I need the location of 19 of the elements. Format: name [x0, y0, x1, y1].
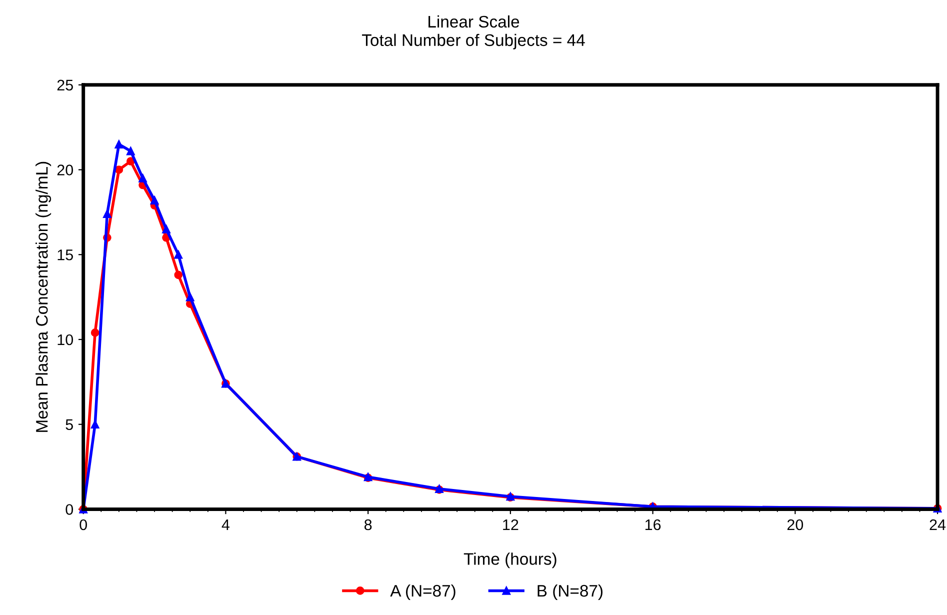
x-axis-title: Time (hours) — [464, 552, 556, 568]
x-tick-label: 4 — [222, 520, 230, 530]
x-tick-label: 8 — [364, 519, 372, 530]
legend-label: A (N=87) — [390, 584, 456, 600]
chart-title: Linear Scale — [428, 15, 520, 28]
x-tick-label: 20 — [787, 519, 804, 530]
y-tick-label: 10 — [58, 334, 74, 346]
x-tick-label: 24 — [930, 519, 946, 530]
x-tick-label: 0 — [80, 519, 87, 530]
x-tick-label: 12 — [503, 519, 518, 530]
y-tick-label: 25 — [57, 80, 73, 91]
legend-label: B (N=87) — [538, 584, 602, 600]
y-tick-label: 5 — [66, 419, 73, 430]
y-tick-label: 20 — [57, 164, 74, 176]
x-tick-label: 16 — [645, 519, 661, 530]
y-tick-label: 15 — [58, 250, 73, 260]
chart-subtitle: Total Number of Subjects = 44 — [362, 34, 585, 50]
y-tick-label: 0 — [66, 504, 74, 515]
y-axis-title: Mean Plasma Concentration (ng/mL) — [36, 162, 52, 432]
